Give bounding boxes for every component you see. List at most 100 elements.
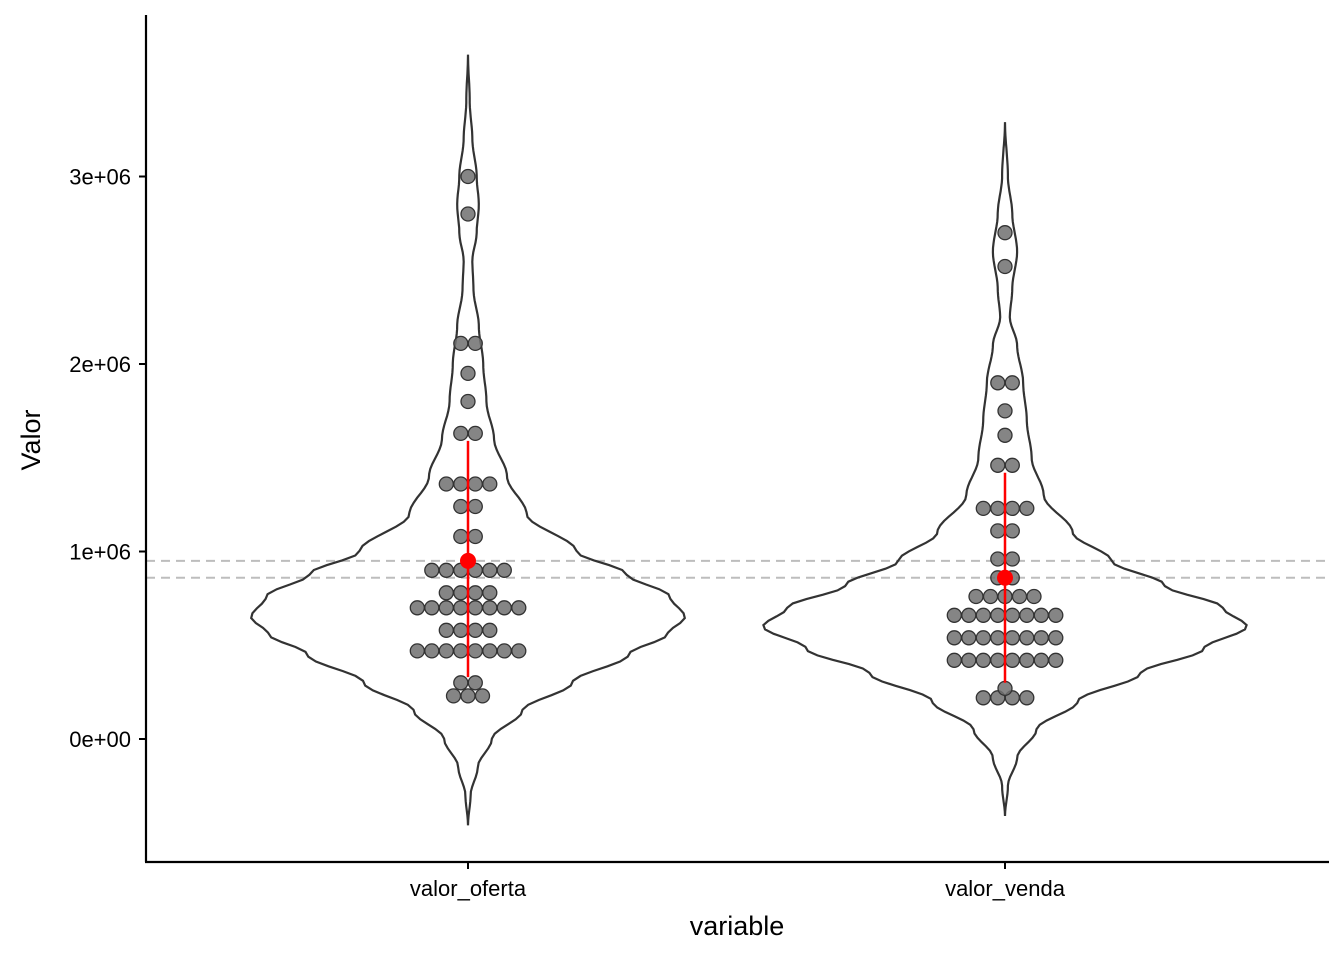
x-tick-label: valor_oferta	[410, 876, 527, 901]
data-point	[460, 365, 476, 382]
data-point	[467, 643, 483, 659]
data-point	[453, 425, 469, 442]
violins	[249, 54, 1248, 826]
data-point	[438, 643, 454, 659]
data-point	[438, 600, 454, 616]
data-point	[467, 622, 483, 638]
data-point	[997, 225, 1013, 241]
data-point	[1019, 690, 1035, 706]
data-point	[467, 476, 483, 492]
data-point	[482, 585, 498, 601]
data-point	[409, 643, 425, 659]
data-point	[1004, 630, 1020, 646]
violin-valor_oferta	[249, 54, 687, 826]
data-point	[990, 457, 1006, 473]
data-point	[1004, 607, 1020, 623]
data-point	[1004, 500, 1020, 517]
data-point	[438, 562, 454, 578]
y-tick-label: 0e+00	[69, 727, 131, 752]
data-point	[460, 393, 476, 410]
data-point	[1004, 551, 1020, 567]
data-point	[438, 622, 454, 638]
data-point	[997, 680, 1013, 697]
data-point	[990, 375, 1006, 391]
data-point	[438, 585, 454, 601]
y-ticks: 0e+00 1e+06 2e+06 3e+06	[69, 165, 146, 752]
data-point	[467, 600, 483, 616]
data-point	[467, 585, 483, 601]
data-point	[982, 588, 999, 605]
data-point	[453, 622, 469, 638]
data-point	[467, 675, 483, 691]
mean-point-valor_oferta	[460, 552, 476, 569]
data-point	[1048, 630, 1064, 646]
data-point	[990, 523, 1006, 539]
data-point	[474, 688, 491, 704]
data-point	[453, 528, 469, 545]
data-point	[1004, 457, 1020, 473]
data-point	[1026, 588, 1042, 605]
data-point	[438, 476, 454, 492]
data-point	[946, 630, 962, 646]
data-point	[467, 335, 483, 352]
data-point	[1033, 652, 1049, 668]
data-point	[453, 585, 469, 601]
data-point	[467, 498, 483, 515]
x-ticks: valor_oferta valor_venda	[410, 862, 1066, 901]
data-point	[424, 562, 440, 578]
data-point	[975, 500, 991, 517]
y-tick-label: 1e+06	[69, 540, 131, 565]
data-point	[496, 643, 512, 659]
data-point	[990, 607, 1006, 623]
data-point	[990, 500, 1006, 517]
data-point	[1019, 607, 1035, 623]
data-point	[445, 688, 462, 704]
violin-valor_venda	[762, 122, 1248, 816]
data-point	[975, 652, 991, 668]
mean-point-valor_venda	[997, 569, 1013, 586]
data-point	[453, 675, 469, 691]
data-point	[968, 588, 984, 605]
data-point	[482, 562, 498, 578]
data-point	[1019, 652, 1035, 668]
data-point	[460, 168, 476, 185]
data-point	[961, 652, 977, 668]
data-point	[409, 600, 425, 616]
data-point	[496, 562, 512, 578]
data-point	[997, 258, 1013, 275]
data-point	[482, 600, 498, 616]
dot-clusters	[409, 168, 1064, 706]
data-point	[975, 607, 991, 623]
data-point	[990, 652, 1006, 668]
data-point	[511, 643, 527, 659]
data-point	[1033, 607, 1049, 623]
data-point	[946, 652, 962, 668]
data-point	[453, 335, 469, 352]
data-point	[482, 643, 498, 659]
data-point	[1033, 630, 1049, 646]
data-point	[1004, 375, 1020, 391]
summary-markers	[460, 440, 1013, 683]
data-point	[990, 630, 1006, 646]
data-point	[990, 551, 1006, 567]
data-point	[975, 630, 991, 646]
data-point	[460, 688, 476, 704]
data-point	[961, 607, 977, 623]
data-point	[511, 600, 527, 616]
data-point	[961, 630, 977, 646]
data-point	[1004, 523, 1020, 539]
x-axis-title: variable	[690, 911, 785, 941]
data-point	[975, 690, 991, 706]
data-point	[453, 476, 469, 492]
data-point	[467, 425, 483, 442]
data-point	[1048, 652, 1064, 668]
data-point	[997, 403, 1013, 419]
data-point	[460, 206, 476, 222]
data-point	[482, 476, 498, 492]
data-point	[1048, 607, 1064, 623]
data-point	[453, 643, 469, 659]
data-point	[496, 600, 512, 616]
x-tick-label: valor_venda	[945, 876, 1066, 901]
data-point	[997, 427, 1013, 443]
